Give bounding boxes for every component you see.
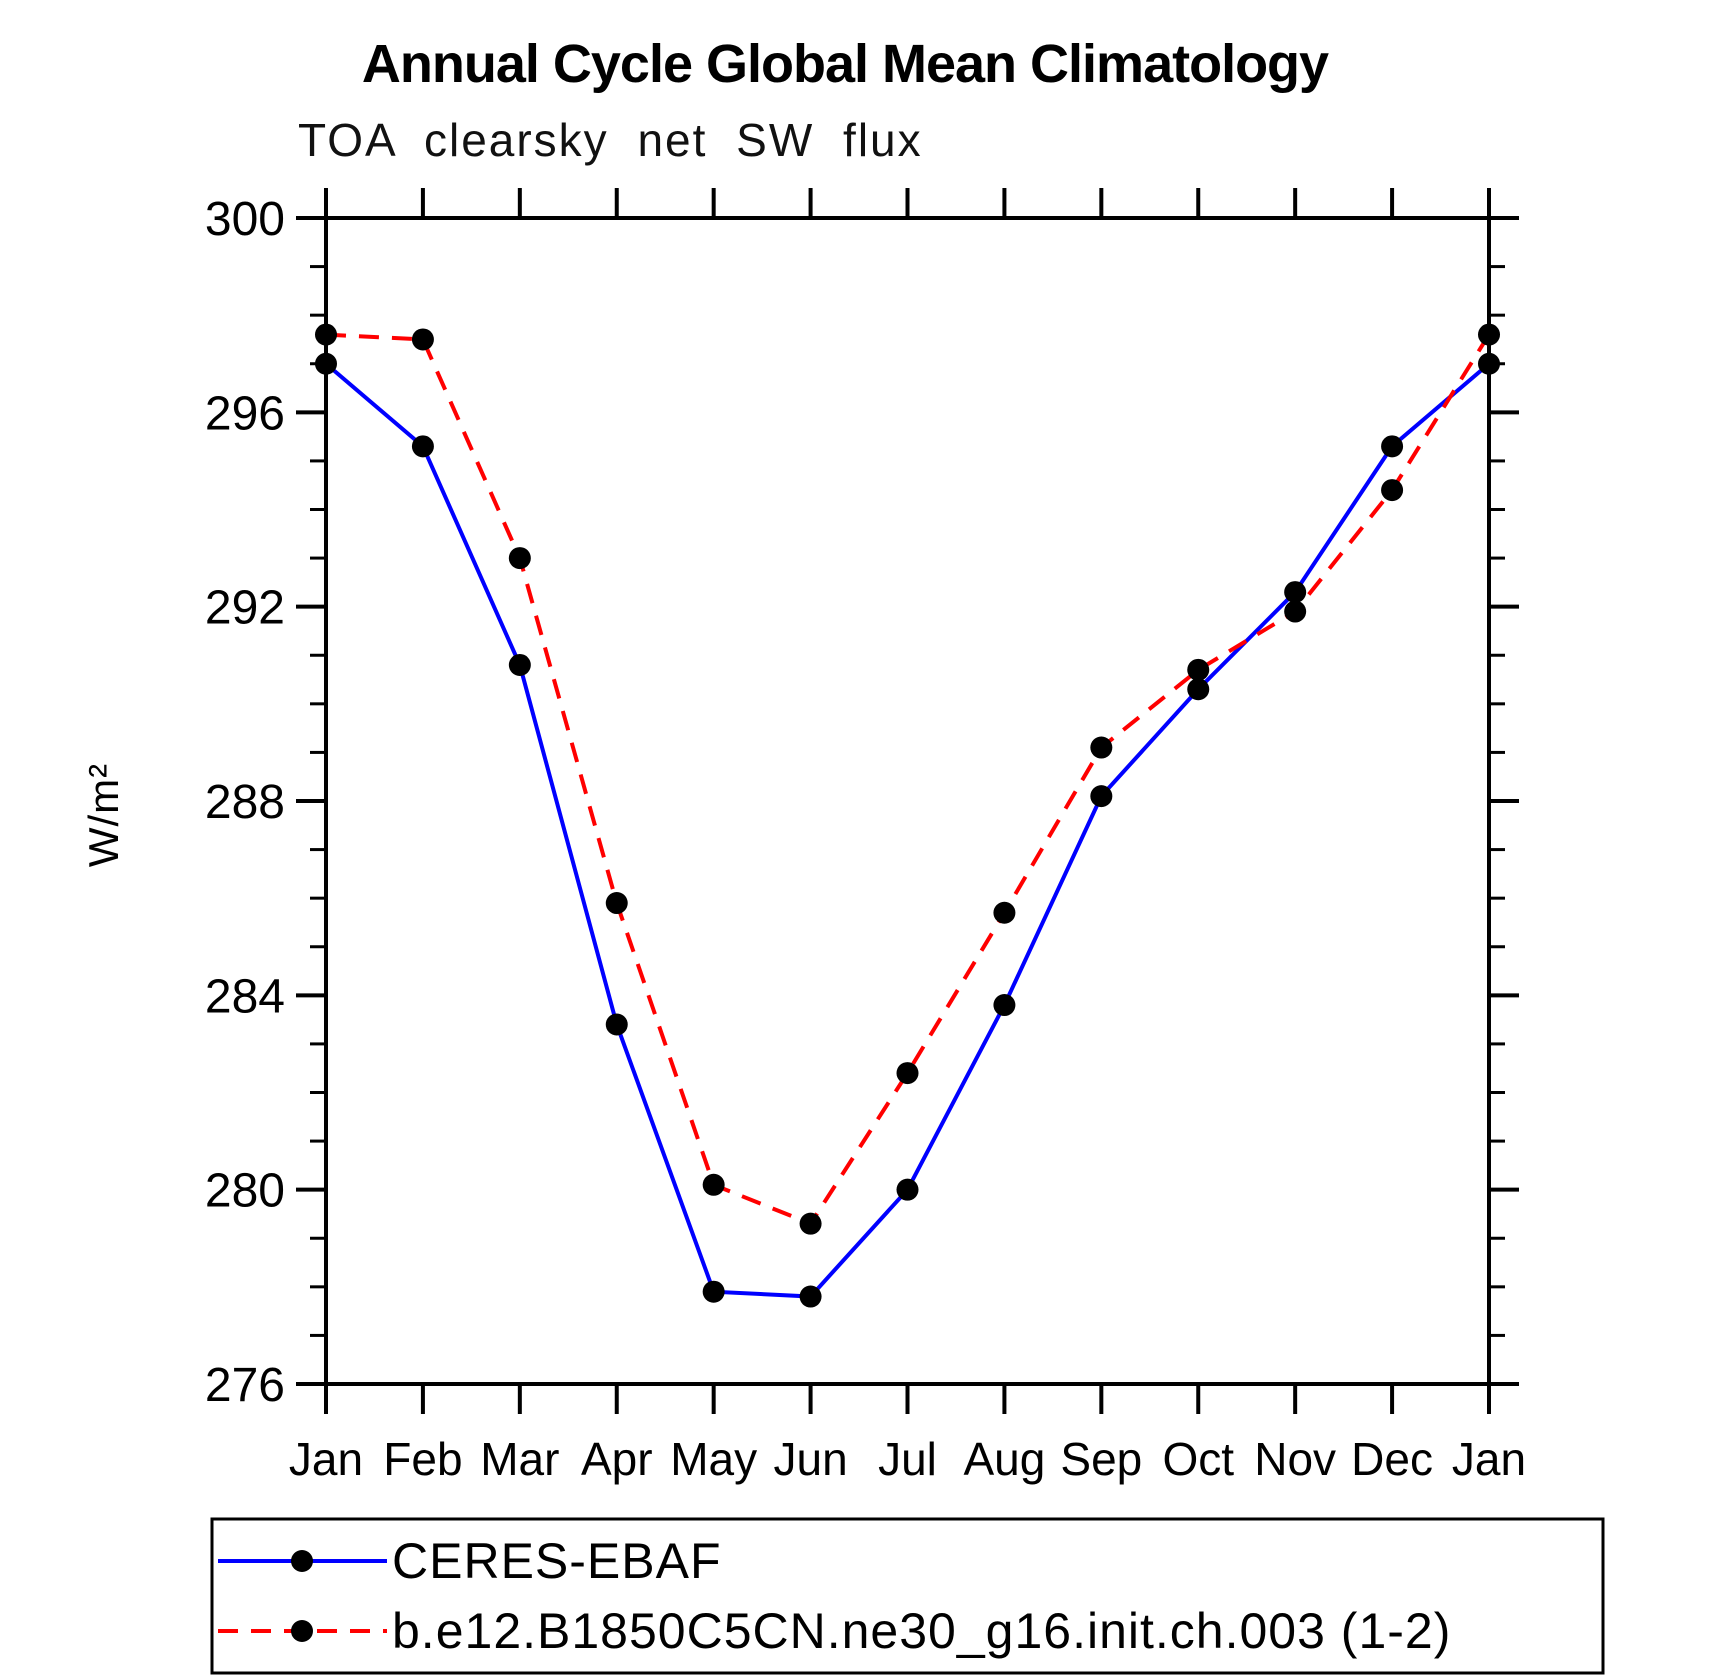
y-tick-label: 300 — [205, 193, 285, 246]
data-point-marker — [799, 1285, 822, 1308]
x-tick-label: Mar — [480, 1433, 559, 1485]
data-point-marker — [1187, 658, 1210, 681]
data-point-marker — [1381, 479, 1404, 502]
x-tick-label: Sep — [1060, 1433, 1142, 1485]
x-tick-label: May — [670, 1433, 757, 1485]
chart-subtitle: TOA clearsky net SW flux — [298, 114, 923, 166]
data-point-marker — [1090, 785, 1113, 808]
data-point-marker — [1381, 435, 1404, 458]
data-point-marker — [702, 1280, 725, 1303]
data-point-marker — [993, 901, 1016, 924]
data-point-marker — [1090, 736, 1113, 759]
x-tick-label: Jan — [1452, 1433, 1526, 1485]
data-point-marker — [508, 653, 531, 676]
data-point-marker — [1478, 352, 1500, 375]
y-tick-label: 280 — [205, 1165, 285, 1218]
x-tick-label: Jul — [878, 1433, 937, 1485]
data-point-marker — [315, 323, 337, 346]
legend-entry: b.e12.B1850C5CN.ne30_g16.init.ch.003 (1-… — [218, 1603, 1451, 1659]
data-point-marker — [1187, 678, 1210, 701]
data-point-marker — [896, 1062, 919, 1085]
plot-area: Jan Feb Mar Apr May Jun Jul Aug Sep Oct Nov Dec Jan2… — [205, 188, 1526, 1485]
legend-marker — [291, 1620, 313, 1642]
data-point-marker — [1284, 581, 1307, 604]
data-point-marker — [605, 1013, 628, 1036]
x-tick-label: Feb — [383, 1433, 462, 1485]
x-tick-label: Oct — [1162, 1433, 1234, 1485]
data-point-marker — [1284, 600, 1307, 623]
x-tick-label: Jan — [289, 1433, 363, 1485]
y-tick-label: 288 — [205, 776, 285, 829]
series-line — [325, 332, 1491, 1227]
legend-label: CERES-EBAF — [392, 1533, 722, 1589]
data-point-marker — [702, 1173, 725, 1196]
x-tick-label: Nov — [1254, 1433, 1336, 1485]
x-tick-label: Dec — [1351, 1433, 1433, 1485]
y-axis-label: W/m² — [80, 763, 127, 867]
data-point-marker — [508, 547, 531, 570]
data-point-marker — [315, 352, 337, 375]
data-point-marker — [411, 328, 434, 351]
y-tick-label: 276 — [205, 1359, 285, 1412]
data-point-marker — [896, 1178, 919, 1201]
x-tick-label: Jun — [773, 1433, 847, 1485]
x-tick-label: Aug — [963, 1433, 1045, 1485]
legend-box — [210, 1517, 1605, 1675]
data-point-marker — [993, 994, 1016, 1017]
data-point-marker — [605, 892, 628, 915]
legend: CERES-EBAF b.e12.B1850C5CN.ne30_g16.init… — [210, 1517, 1605, 1675]
y-tick-label: 292 — [205, 582, 285, 635]
y-tick-label: 296 — [205, 387, 285, 440]
chart-title: Annual Cycle Global Mean Climatology — [362, 34, 1329, 94]
plot-frame — [324, 216, 1491, 1386]
data-point-marker — [799, 1212, 822, 1235]
data-point-marker — [1478, 323, 1500, 346]
legend-marker — [291, 1550, 313, 1572]
x-tick-label: Apr — [581, 1433, 653, 1485]
series-line — [324, 362, 1491, 1299]
data-point-marker — [411, 435, 434, 458]
y-tick-label: 284 — [205, 970, 285, 1023]
legend-label: b.e12.B1850C5CN.ne30_g16.init.ch.003 (1-… — [392, 1603, 1451, 1659]
legend-entry: CERES-EBAF — [218, 1533, 722, 1589]
